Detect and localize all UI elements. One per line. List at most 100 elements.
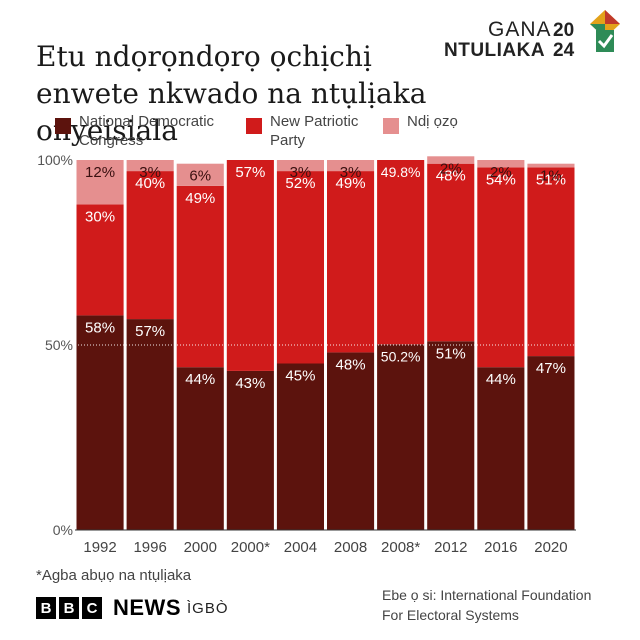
data-label-1-9: 44% (486, 371, 516, 388)
bar-segment-1-1 (76, 315, 124, 530)
legend-label-ndc-line-1: National Democratic (79, 113, 215, 130)
data-label-1-8: 51% (436, 345, 466, 362)
x-tick-label-3: 2000 (184, 539, 217, 556)
logo-year-top: 20 (553, 20, 575, 41)
bar-segment-1-10 (527, 356, 575, 530)
bar-segment-2-1 (76, 204, 124, 316)
bar-segment-3-3 (176, 163, 224, 186)
legend-label-npp-line-2: Party (270, 132, 306, 149)
data-label-2-8: 48% (436, 168, 466, 185)
bar-segment-3-5 (276, 160, 324, 172)
bbc-language-word: ÌGBÒ (187, 599, 229, 617)
bar-segment-1-7 (377, 344, 425, 530)
data-label-1-2: 57% (135, 323, 165, 340)
y-tick-label-1: 0% (53, 522, 73, 538)
data-label-3-3: 6% (189, 168, 211, 185)
bar-segment-1-8 (427, 341, 475, 530)
legend-label-ndc-line-2: Congress (79, 132, 144, 149)
data-label-2-6: 49% (336, 175, 366, 192)
x-tick-label-8: 2012 (434, 539, 467, 556)
logo-word-2: NTULIAKA (444, 40, 546, 61)
bar-segment-2-3 (176, 185, 224, 368)
data-label-3-8: 2% (440, 160, 462, 177)
data-label-3-2: 3% (139, 164, 161, 181)
bar-segment-2-5 (276, 171, 324, 364)
bbc-news-logo: B B C NEWS ÌGBÒ (36, 595, 229, 620)
data-label-2-10: 51% (536, 171, 566, 188)
data-label-1-6: 48% (336, 356, 366, 373)
data-label-2-7: 49.8% (381, 164, 421, 180)
y-tick-label-2: 50% (45, 337, 73, 353)
bar-segment-2-9 (477, 167, 525, 368)
data-label-2-3: 49% (185, 190, 215, 207)
legend-label-others: Ndị ọzọ (407, 113, 458, 130)
election-logo: GANA NTULIAKA 20 24 (440, 8, 620, 64)
bar-segment-3-2 (126, 160, 174, 172)
x-tick-label-2: 1996 (133, 539, 166, 556)
source-line-2: For Electoral Systems (382, 607, 519, 623)
bbc-letter-b1: B (36, 597, 56, 619)
legend-swatch-npp (246, 118, 262, 134)
data-label-1-3: 44% (185, 371, 215, 388)
legend-swatch-others (383, 118, 399, 134)
legend-label-ndc: National Democratic Congress (79, 112, 214, 150)
legend-item-npp: New Patriotic Party (246, 112, 358, 150)
bar-segment-1-2 (126, 319, 174, 530)
bar-segment-2-4 (226, 160, 274, 371)
source-line-1: Ebe ọ si: International Foundation (382, 587, 592, 603)
bar-segment-2-8 (427, 163, 475, 342)
bbc-letter-c: C (82, 597, 102, 619)
data-label-2-4: 57% (235, 164, 265, 181)
data-label-2-5: 52% (285, 175, 315, 192)
title-line-1: Etu ndọrọndọrọ ọchịchị (36, 40, 372, 73)
logo-year-bottom: 24 (553, 40, 575, 61)
legend: National Democratic Congress New Patriot… (55, 112, 615, 154)
footnote: *Agba abụọ na ntụlịaka (36, 567, 192, 584)
bar-segment-2-2 (126, 171, 174, 320)
bar-segment-1-6 (327, 352, 375, 530)
data-label-3-9: 2% (490, 164, 512, 181)
data-label-3-10: 1% (540, 168, 562, 185)
y-tick-label-3: 100% (37, 152, 73, 168)
data-label-2-1: 30% (85, 208, 115, 225)
bbc-news-word: NEWS (113, 595, 181, 620)
bbc-letter-b2: B (59, 597, 79, 619)
bar-segment-2-7 (377, 160, 425, 345)
source-note: Ebe ọ si: International Foundation For E… (382, 585, 632, 625)
legend-item-others: Ndị ọzọ (383, 112, 458, 134)
data-label-2-2: 40% (135, 175, 165, 192)
data-label-2-9: 54% (486, 171, 516, 188)
chart-title: Etu ndọrọndọrọ ọchịchị enwete nkwado na … (36, 38, 476, 149)
data-label-1-4: 43% (235, 375, 265, 392)
data-label-1-7: 50.2% (381, 348, 421, 364)
bar-segment-1-9 (477, 367, 525, 530)
checkmark-ballot-icon (590, 10, 620, 52)
x-tick-label-4: 2000* (231, 539, 270, 556)
bar-segment-1-4 (226, 370, 274, 530)
legend-label-npp: New Patriotic Party (270, 112, 358, 150)
data-label-3-6: 3% (340, 164, 362, 181)
bar-segment-1-3 (176, 367, 224, 530)
legend-label-npp-line-1: New Patriotic (270, 113, 359, 130)
logo-word-1: GANA (488, 18, 552, 41)
bar-segment-1-5 (276, 363, 324, 530)
bar-segment-3-9 (477, 160, 525, 168)
bar-segment-3-6 (327, 160, 375, 172)
bar-segment-3-10 (527, 163, 575, 168)
bar-segment-3-1 (76, 160, 124, 205)
x-tick-label-10: 2020 (534, 539, 567, 556)
legend-swatch-ndc (55, 118, 71, 134)
x-tick-label-9: 2016 (484, 539, 517, 556)
data-label-1-10: 47% (536, 360, 566, 377)
x-tick-label-1: 1992 (83, 539, 116, 556)
bar-segment-2-6 (327, 171, 375, 353)
data-label-1-1: 58% (85, 319, 115, 336)
bar-segment-3-8 (427, 156, 475, 164)
legend-item-ndc: National Democratic Congress (55, 112, 214, 150)
data-label-3-5: 3% (290, 164, 312, 181)
bar-segment-2-10 (527, 167, 575, 357)
data-label-3-1: 12% (85, 164, 115, 181)
x-tick-label-5: 2004 (284, 539, 317, 556)
x-tick-label-6: 2008 (334, 539, 367, 556)
